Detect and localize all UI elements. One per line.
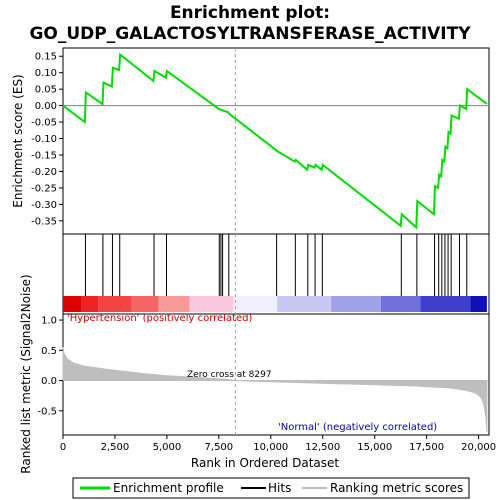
metric-x-tick-label: 17,500	[409, 442, 444, 453]
colorbar-segment	[420, 296, 471, 312]
metric-panel: 1.0 0.5 0.0 -0.5 0 2,500 5,000 7,500 10,000 12,5…	[19, 48, 496, 474]
es-y-tick-label: -0.05	[31, 118, 57, 129]
es-y-tick-label: 0.00	[35, 101, 57, 112]
es-y-tick-label: 0.10	[35, 68, 57, 79]
colorbar-segment	[131, 296, 159, 312]
ranking-metric-area	[62, 347, 488, 433]
metric-x-axis-label: Rank in Ordered Dataset	[191, 456, 339, 470]
metric-y-tick-label: 0.0	[41, 376, 57, 387]
negative-correlation-label: 'Normal' (negatively correlated)	[278, 422, 437, 433]
es-y-tick-label: -0.10	[31, 134, 57, 145]
es-y-tick-label: -0.20	[31, 167, 57, 178]
hits-panel	[62, 233, 490, 315]
colorbar-segment	[98, 296, 132, 312]
ranking-colorbar	[63, 296, 487, 312]
colorbar-segment	[158, 296, 190, 312]
title-line-1: Enrichment plot:	[170, 3, 330, 23]
es-y-tick-label: -0.15	[31, 150, 57, 161]
metric-x-tick-label: 2,500	[101, 442, 130, 453]
es-y-tick-label: -0.30	[31, 200, 57, 211]
metric-x-tick-label: 15,000	[357, 442, 392, 453]
colorbar-segment	[233, 296, 278, 312]
es-y-tick-label: 0.05	[35, 85, 57, 96]
metric-x-tick-label: 20,000	[461, 442, 496, 453]
metric-y-tick-label: 1.0	[41, 316, 57, 327]
es-y-tick-label: -0.25	[31, 183, 57, 194]
legend: Enrichment profile Hits Ranking metric s…	[72, 477, 470, 499]
metric-y-tick-label: 0.5	[41, 346, 57, 357]
es-y-axis-label: Enrichment score (ES)	[11, 74, 25, 207]
enrichment-profile-line	[62, 52, 488, 230]
colorbar-segment	[81, 296, 99, 312]
colorbar-segment	[380, 296, 421, 312]
enrichment-panel: 0.15 0.10 0.05 0.00 -0.05 -0.10 -0.15 -0.20 -0.2…	[11, 47, 490, 235]
colorbar-segment	[331, 296, 381, 312]
title-line-2: GO_UDP_GALACTOSYLTRANSFERASE_ACTIVITY	[29, 24, 471, 44]
es-y-tick-label: -0.35	[31, 216, 57, 227]
metric-x-axis: 0 2,500 5,000 7,500 10,000 12,500 15,000 17,500…	[60, 435, 496, 453]
metric-y-axis: 1.0 0.5 0.0 -0.5	[37, 316, 63, 417]
hit-lines	[84, 234, 468, 296]
colorbar-segment	[63, 296, 82, 312]
colorbar-segment	[189, 296, 234, 312]
es-y-tick-label: 0.15	[35, 52, 57, 63]
legend-profile-label: Enrichment profile	[113, 481, 224, 495]
metric-x-tick-label: 5,000	[153, 442, 182, 453]
colorbar-segment	[277, 296, 332, 312]
metric-x-tick-label: 0	[60, 442, 66, 453]
legend-metric-label: Ranking metric scores	[330, 481, 463, 495]
positive-correlation-label: 'Hypertension' (positively correlated)	[67, 313, 253, 324]
metric-x-tick-label: 12,500	[305, 442, 340, 453]
legend-frame	[72, 477, 470, 499]
colorbar-segment	[470, 296, 487, 312]
es-y-axis: 0.15 0.10 0.05 0.00 -0.05 -0.10 -0.15 -0.20 -0.2…	[31, 52, 63, 227]
metric-y-axis-label: Ranked list metric (Signal2Noise)	[19, 274, 33, 473]
metric-x-tick-label: 7,500	[205, 442, 234, 453]
zero-cross-label: Zero cross at 8297	[187, 370, 272, 380]
legend-hits-label: Hits	[268, 481, 291, 495]
metric-y-tick-label: -0.5	[37, 406, 57, 417]
metric-x-tick-label: 10,000	[253, 442, 288, 453]
